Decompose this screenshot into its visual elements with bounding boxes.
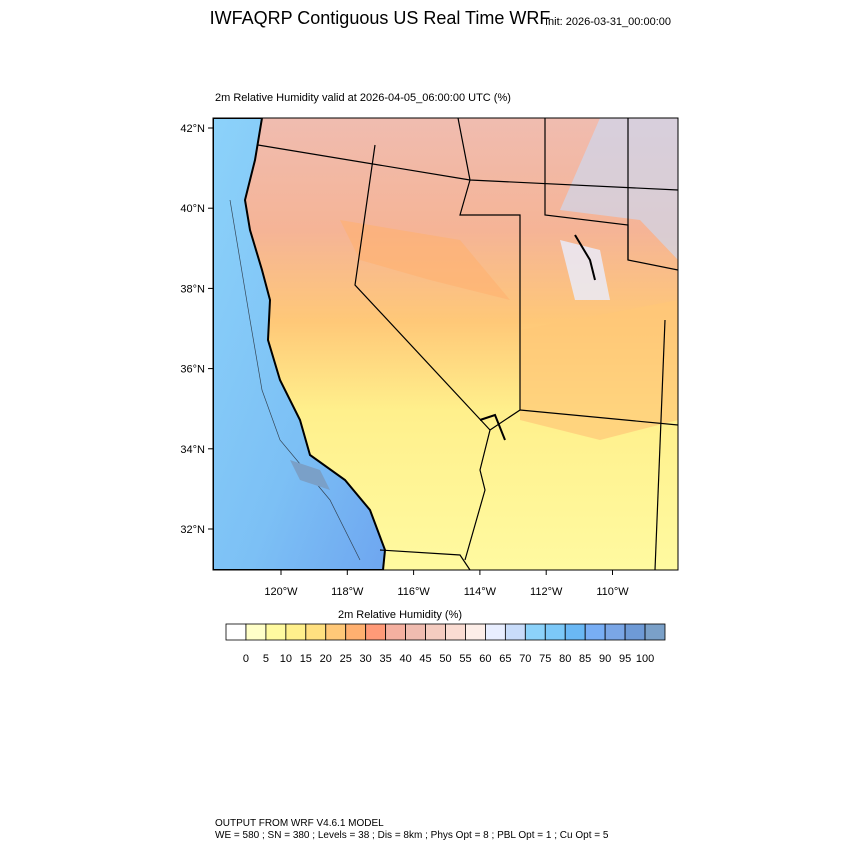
lon-label: 114°W <box>464 586 497 598</box>
colorbar-label: 70 <box>519 653 531 665</box>
colorbar-box <box>285 623 307 641</box>
lat-label: 40°N <box>180 203 205 215</box>
colorbar-label: 60 <box>479 653 491 665</box>
colorbar-box <box>604 623 626 641</box>
footer-line: OUTPUT FROM WRF V4.6.1 MODEL <box>215 818 384 829</box>
colorbar-label: 20 <box>320 653 332 665</box>
colorbar-label: 65 <box>499 653 511 665</box>
lat-label: 34°N <box>180 444 205 456</box>
lon-label: 116°W <box>397 586 430 598</box>
colorbar-label: 30 <box>360 653 372 665</box>
map-frame <box>212 117 679 571</box>
lat-label: 38°N <box>180 283 205 295</box>
colorbar-label: 45 <box>419 653 431 665</box>
colorbar-box <box>524 623 546 641</box>
colorbar-box <box>245 623 267 641</box>
lon-label: 118°W <box>331 586 364 598</box>
colorbar-box <box>624 623 646 641</box>
lat-label: 36°N <box>180 364 205 376</box>
ocean <box>213 118 387 570</box>
colorbar-label: 5 <box>263 653 269 665</box>
lon-label: 120°W <box>264 586 298 598</box>
ocean-contour <box>290 460 330 490</box>
colorbar-box <box>644 623 666 641</box>
subtitle: 2m Relative Humidity valid at 2026-04-05… <box>215 92 511 104</box>
colorbar-box <box>544 623 566 641</box>
colorbar-label: 80 <box>559 653 571 665</box>
title: IWFAQRP Contiguous US Real Time WRF <box>210 8 551 28</box>
river <box>479 413 506 441</box>
colorbar-box <box>564 623 586 641</box>
lon-label: 112°W <box>530 586 563 598</box>
colorbar-box <box>265 623 287 641</box>
state-borders <box>257 118 678 570</box>
colorbar-box <box>584 623 606 641</box>
dry-area <box>340 220 510 300</box>
humid-area <box>560 240 610 300</box>
colorbar-box <box>485 623 506 641</box>
colorbar-label: 75 <box>539 653 551 665</box>
colorbar-label: 40 <box>399 653 411 665</box>
colorbar-box <box>345 623 367 641</box>
colorbar-box <box>445 623 466 641</box>
lat-label: 32°N <box>180 524 205 536</box>
colorbar-box <box>425 623 446 641</box>
colorbar-label: 15 <box>300 653 312 665</box>
colorbar-label: 10 <box>280 653 292 665</box>
colorbar-box <box>504 623 526 641</box>
colorbar-label: 95 <box>619 653 631 665</box>
colorbar-label: 50 <box>439 653 451 665</box>
colorbar-label: 85 <box>579 653 591 665</box>
ocean-contour <box>229 199 361 561</box>
colorbar-box <box>385 623 406 641</box>
colorbar-label: 0 <box>243 653 249 665</box>
colorbar-label: 25 <box>340 653 352 665</box>
footer-line: WE = 580 ; SN = 380 ; Levels = 38 ; Dis … <box>215 830 609 841</box>
humid-area <box>520 300 678 440</box>
colorbar-label: 90 <box>599 653 611 665</box>
map <box>213 118 678 570</box>
humid-area <box>560 118 678 260</box>
init-time: Init: 2026-03-31_00:00:00 <box>545 16 671 28</box>
colorbar-box <box>325 623 347 641</box>
colorbar-label: 55 <box>459 653 471 665</box>
colorbar-label: 35 <box>380 653 392 665</box>
colorbar-box <box>225 623 247 641</box>
colorbar-box <box>405 623 426 641</box>
colorbar-label: 100 <box>636 653 654 665</box>
colorbar-title: 2m Relative Humidity (%) <box>338 609 462 621</box>
lat-label: 42°N <box>180 123 205 135</box>
lon-label: 110°W <box>596 586 629 598</box>
lake <box>574 234 596 281</box>
colorbar-box <box>365 623 387 641</box>
colorbar-box <box>305 623 327 641</box>
colorbar-box <box>465 623 486 641</box>
